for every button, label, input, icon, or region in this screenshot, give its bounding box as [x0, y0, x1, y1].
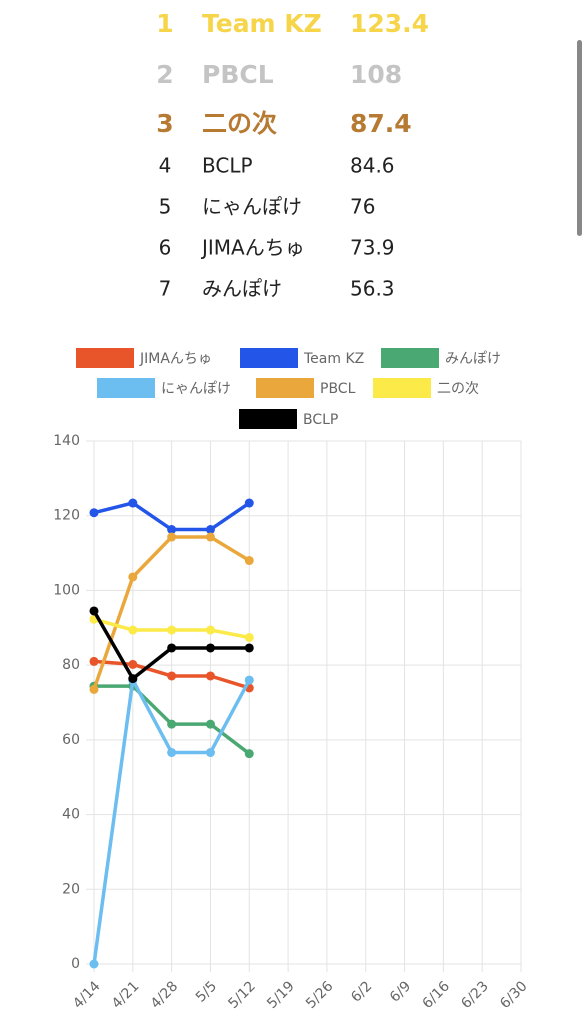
data-point: [167, 625, 177, 635]
rank-number: 6: [159, 236, 172, 260]
scrollbar: [577, 40, 582, 236]
legend-label: みんぽけ: [445, 351, 501, 367]
data-point: [89, 684, 99, 694]
legend-label: にゃんぽけ: [161, 381, 231, 397]
data-point: [205, 748, 215, 758]
data-point: [89, 959, 99, 969]
legend-swatch: [76, 348, 134, 368]
data-point: [205, 643, 215, 653]
legend-label: Team KZ: [303, 351, 364, 367]
team-score: 123.4: [350, 9, 429, 38]
data-point: [244, 749, 254, 759]
team-score: 84.6: [350, 154, 395, 178]
team-score: 87.4: [350, 109, 412, 138]
y-tick-label: 40: [62, 807, 80, 823]
rank-number: 1: [156, 9, 173, 38]
data-point: [167, 525, 177, 535]
y-tick-label: 20: [62, 881, 80, 897]
x-tick-label: 5/26: [303, 978, 337, 1012]
x-tick-label: 5/5: [193, 978, 220, 1005]
team-score: 108: [350, 60, 402, 89]
x-tick-label: 4/21: [109, 978, 143, 1012]
x-tick-label: 6/2: [348, 978, 375, 1005]
data-point: [205, 532, 215, 542]
legend-swatch: [373, 378, 431, 398]
data-point: [89, 508, 99, 518]
legend-label: PBCL: [320, 381, 356, 397]
data-point: [128, 659, 138, 669]
rank-number: 2: [156, 60, 173, 89]
legend-swatch: [240, 348, 298, 368]
data-point: [167, 671, 177, 681]
team-score: 56.3: [350, 277, 395, 301]
data-point: [244, 632, 254, 642]
data-point: [205, 719, 215, 729]
data-point: [205, 525, 215, 535]
x-tick-label: 6/30: [497, 978, 531, 1012]
data-point: [167, 719, 177, 729]
team-score: 73.9: [350, 236, 395, 260]
y-tick-label: 140: [53, 433, 80, 449]
x-tick-label: 6/16: [419, 978, 453, 1012]
data-point: [128, 625, 138, 635]
data-point: [244, 643, 254, 653]
data-point: [244, 675, 254, 685]
data-point: [89, 606, 99, 616]
y-tick-label: 120: [53, 508, 80, 524]
team-name: BCLP: [202, 154, 253, 178]
y-tick-label: 0: [71, 956, 80, 972]
legend-swatch: [239, 409, 297, 429]
team-name: PBCL: [202, 60, 274, 89]
team-name: Team KZ: [202, 9, 322, 38]
data-point: [128, 572, 138, 582]
data-point: [89, 656, 99, 666]
legend-label: JIMAんちゅ: [139, 351, 212, 367]
rank-number: 7: [159, 277, 172, 301]
y-tick-label: 80: [62, 657, 80, 673]
team-name: 二の次: [202, 109, 277, 138]
y-tick-label: 100: [53, 582, 80, 598]
data-point: [128, 498, 138, 508]
rank-number: 4: [159, 154, 172, 178]
data-point: [205, 671, 215, 681]
rank-number: 3: [156, 109, 173, 138]
x-tick-label: 6/9: [387, 978, 414, 1005]
team-name: にゃんぽけ: [202, 195, 302, 219]
x-tick-label: 4/14: [70, 978, 104, 1012]
rank-number: 5: [159, 195, 172, 219]
legend-swatch: [97, 378, 155, 398]
x-tick-label: 5/19: [264, 978, 298, 1012]
legend-label: BCLP: [303, 412, 338, 428]
data-point: [167, 643, 177, 653]
data-point: [244, 556, 254, 566]
legend-swatch: [256, 378, 314, 398]
legend-swatch: [381, 348, 439, 368]
data-point: [205, 625, 215, 635]
legend-label: 二の次: [437, 381, 479, 397]
data-point: [244, 498, 254, 508]
data-point: [128, 674, 138, 684]
team-score: 76: [350, 195, 375, 219]
data-point: [167, 748, 177, 758]
data-point: [167, 532, 177, 542]
x-tick-label: 5/12: [225, 978, 259, 1012]
x-tick-label: 6/23: [458, 978, 492, 1012]
team-name: みんぽけ: [202, 277, 282, 301]
team-name: JIMAんちゅ: [200, 236, 305, 260]
y-tick-label: 60: [62, 732, 80, 748]
x-tick-label: 4/28: [148, 978, 182, 1012]
